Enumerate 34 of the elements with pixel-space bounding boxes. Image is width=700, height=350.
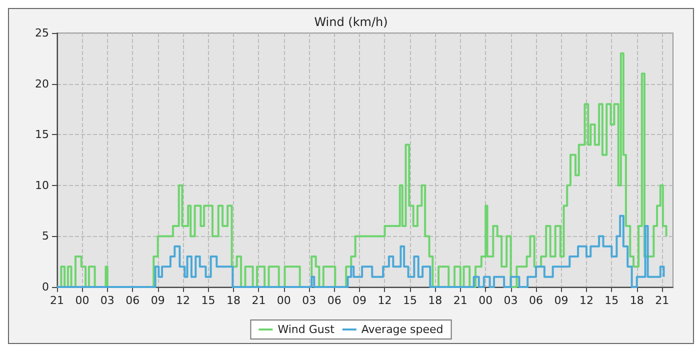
chart-title: Wind (km/h): [314, 15, 388, 29]
x-tick-label: 03: [100, 294, 114, 307]
y-tick-label: 20: [35, 77, 49, 90]
x-tick-label: 21: [252, 294, 266, 307]
x-tick-label: 21: [655, 294, 670, 307]
x-tick-label: 00: [276, 294, 291, 307]
x-tick-label: 00: [478, 294, 493, 307]
x-tick-label: 21: [50, 294, 64, 307]
x-tick-label: 15: [604, 294, 619, 307]
x-tick-label: 06: [327, 294, 342, 307]
y-tick-label: 25: [35, 26, 49, 40]
y-tick-label: 10: [35, 178, 49, 192]
x-tick-label: 12: [176, 294, 190, 307]
x-tick-label: 15: [201, 294, 216, 307]
y-tick-label: 5: [42, 230, 49, 243]
x-tick-label: 18: [226, 294, 240, 307]
x-tick-label: 12: [579, 294, 594, 307]
legend-label: Wind Gust: [278, 323, 336, 336]
x-tick-label: 18: [630, 294, 644, 307]
x-tick-label: 00: [75, 294, 90, 307]
y-tick-label: 15: [35, 128, 49, 142]
x-tick-label: 06: [529, 294, 544, 307]
x-tick-label: 12: [378, 294, 392, 307]
legend-label: Average speed: [361, 323, 444, 336]
x-tick-label: 03: [504, 294, 518, 307]
x-tick-label: 21: [453, 294, 468, 307]
x-tick-label: 15: [402, 294, 417, 307]
x-tick-label: 09: [554, 294, 568, 307]
y-tick-label: 0: [42, 280, 49, 294]
x-tick-label: 18: [428, 294, 442, 307]
x-tick-label: 03: [302, 294, 316, 307]
x-tick-label: 09: [352, 294, 367, 307]
x-tick-label: 06: [126, 294, 140, 307]
x-tick-label: 09: [150, 294, 165, 307]
